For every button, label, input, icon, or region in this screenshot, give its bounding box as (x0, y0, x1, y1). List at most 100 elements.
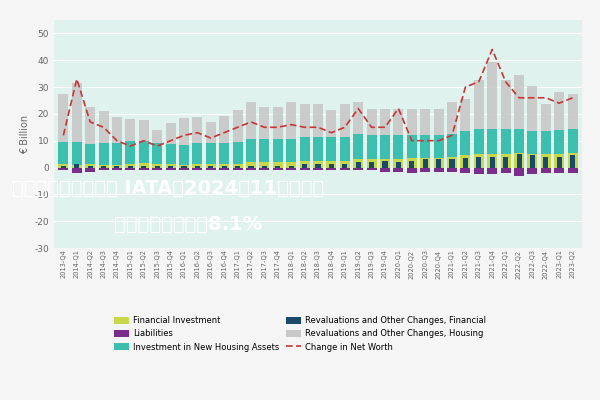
Bar (407, 102, 417, 108)
Bar (168, 166, 173, 168)
Bar (380, 160, 390, 168)
Bar (195, 166, 200, 168)
Bar (394, 168, 403, 172)
Bar (88, 166, 92, 168)
Bar (447, 168, 457, 172)
Bar (487, 129, 497, 154)
Bar (367, 160, 377, 168)
Bar (259, 106, 269, 107)
Bar (353, 160, 363, 168)
Bar (541, 94, 551, 104)
Bar (568, 94, 578, 129)
Bar (380, 135, 390, 160)
Bar (474, 129, 484, 154)
Bar (434, 108, 443, 135)
Bar (179, 118, 189, 145)
Bar (407, 135, 417, 158)
Bar (380, 108, 390, 135)
Bar (527, 131, 538, 154)
Bar (85, 168, 95, 172)
Bar (407, 108, 417, 135)
Bar (407, 168, 417, 173)
Bar (58, 168, 68, 170)
Bar (128, 166, 133, 168)
Bar (422, 160, 428, 168)
Bar (530, 156, 535, 168)
Legend: Financial Investment, Liabilities, Investment in New Housing Assets, Revaluation: Financial Investment, Liabilities, Inves… (110, 312, 490, 356)
Bar (233, 164, 242, 168)
Bar (487, 168, 497, 174)
Bar (353, 102, 363, 134)
Text: 好配资炒股开户线上 IATA：2024年11月航空客: 好配资炒股开户线上 IATA：2024年11月航空客 (12, 178, 324, 198)
Bar (152, 129, 162, 130)
Bar (275, 166, 280, 168)
Bar (179, 168, 189, 170)
Bar (460, 156, 470, 168)
Bar (394, 103, 403, 108)
Bar (273, 168, 283, 170)
Bar (302, 164, 307, 168)
Bar (447, 94, 457, 102)
Bar (208, 166, 214, 168)
Bar (394, 108, 403, 135)
Bar (152, 164, 162, 168)
Bar (98, 111, 109, 143)
Bar (152, 168, 162, 170)
Bar (514, 75, 524, 129)
Bar (367, 103, 377, 108)
Bar (58, 94, 68, 142)
Bar (125, 119, 136, 141)
Bar (72, 142, 82, 165)
Bar (568, 153, 578, 168)
Bar (246, 102, 256, 139)
Bar (340, 168, 350, 170)
Bar (326, 168, 337, 170)
Bar (125, 118, 136, 119)
Bar (259, 139, 269, 162)
Bar (367, 108, 377, 135)
Bar (219, 168, 229, 170)
Bar (85, 105, 95, 107)
Bar (420, 168, 430, 172)
Bar (206, 168, 216, 170)
Bar (262, 166, 267, 168)
Bar (206, 120, 216, 122)
Bar (152, 130, 162, 143)
Bar (166, 144, 176, 164)
Bar (233, 110, 242, 142)
Bar (544, 157, 548, 168)
Bar (541, 104, 551, 131)
Bar (246, 162, 256, 168)
Bar (72, 165, 82, 168)
Bar (233, 108, 242, 110)
Bar (58, 92, 68, 94)
Bar (286, 100, 296, 102)
Bar (259, 162, 269, 168)
Bar (487, 154, 497, 168)
Bar (72, 79, 82, 83)
Bar (141, 166, 146, 168)
Bar (420, 108, 430, 135)
Bar (434, 168, 443, 172)
Bar (420, 158, 430, 168)
Bar (248, 166, 254, 168)
Bar (460, 131, 470, 156)
Bar (112, 143, 122, 165)
Bar (246, 139, 256, 162)
Bar (155, 166, 160, 168)
Bar (342, 164, 347, 168)
Bar (139, 118, 149, 120)
Bar (554, 154, 564, 168)
Bar (112, 116, 122, 143)
Bar (98, 165, 109, 168)
Bar (193, 115, 202, 116)
Bar (447, 102, 457, 134)
Bar (503, 157, 508, 168)
Bar (476, 157, 481, 168)
Bar (166, 164, 176, 168)
Bar (273, 162, 283, 168)
Bar (115, 166, 119, 168)
Bar (112, 168, 122, 170)
Bar (193, 164, 202, 168)
Bar (125, 164, 136, 168)
